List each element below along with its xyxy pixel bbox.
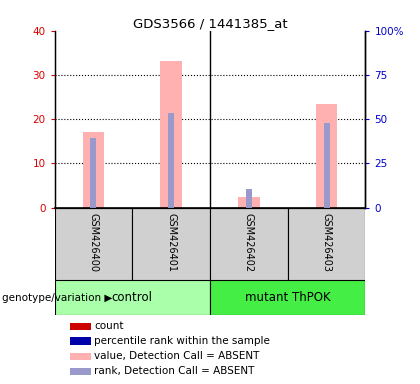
Bar [70,353,91,360]
Text: control: control [112,291,153,304]
Text: count: count [94,321,124,331]
Bar [246,189,252,208]
Text: GSM426403: GSM426403 [322,213,331,271]
Bar [70,323,91,330]
Bar [70,338,91,345]
Text: percentile rank within the sample: percentile rank within the sample [94,336,270,346]
Bar [323,123,330,208]
Bar [90,138,97,208]
Text: genotype/variation ▶: genotype/variation ▶ [2,293,113,303]
Bar [210,208,288,280]
Text: mutant ThPOK: mutant ThPOK [245,291,331,304]
Bar [83,132,104,208]
Bar [238,197,260,208]
Bar [288,208,365,280]
Bar [55,280,210,316]
Bar [168,113,174,208]
Bar [70,368,91,375]
Text: rank, Detection Call = ABSENT: rank, Detection Call = ABSENT [94,366,255,376]
Bar [55,208,132,280]
Text: GSM426402: GSM426402 [244,213,254,272]
Text: value, Detection Call = ABSENT: value, Detection Call = ABSENT [94,351,260,361]
Text: GDS3566 / 1441385_at: GDS3566 / 1441385_at [133,17,287,30]
Bar [210,280,365,316]
Bar [160,61,182,208]
Text: GSM426400: GSM426400 [89,213,98,271]
Text: GSM426401: GSM426401 [166,213,176,271]
Bar [316,104,337,208]
Bar [132,208,210,280]
